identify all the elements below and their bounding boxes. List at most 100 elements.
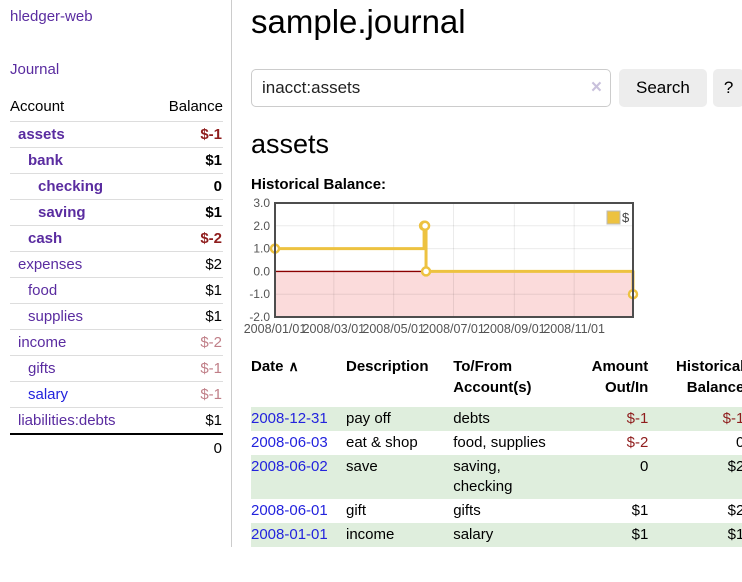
account-link[interactable]: salary	[28, 386, 69, 403]
x-tick-label: 2008/07/01	[422, 322, 485, 336]
account-row: expenses $2	[10, 251, 223, 278]
transaction-date: 2008-12-31	[251, 407, 346, 431]
account-row: assets $-1	[10, 121, 223, 148]
transaction-date: 2008-06-02	[251, 455, 346, 499]
transaction-amount: $1	[631, 502, 649, 519]
help-button[interactable]: ?	[712, 69, 742, 107]
account-row: saving $1	[10, 199, 223, 226]
transaction-row: 2008-06-02 save saving, checking 0 $2	[251, 455, 742, 499]
account-cell: food	[10, 277, 151, 304]
account-row: supplies $1	[10, 303, 223, 330]
account-balance: $1	[150, 277, 223, 304]
account-link[interactable]: expenses	[18, 256, 83, 273]
y-tick-label: 1.0	[253, 242, 270, 256]
data-point-marker	[419, 220, 431, 232]
main-content: sample.journal × Search ? assets Histori…	[232, 0, 742, 547]
account-row: income $-2	[10, 329, 223, 356]
account-link[interactable]: liabilities:debts	[18, 412, 116, 429]
transaction-date-link[interactable]: 2008-06-03	[251, 434, 328, 451]
legend-label: $	[622, 210, 630, 225]
transaction-accounts: salary	[453, 526, 494, 543]
x-tick-label: 2008/11/01	[543, 322, 605, 336]
account-cell: assets	[10, 121, 151, 148]
plot-border	[274, 202, 634, 318]
transaction-accounts: debts	[453, 410, 490, 427]
transaction-date-link[interactable]: 2008-06-02	[251, 458, 328, 475]
transaction-amount: $-1	[626, 410, 649, 427]
account-cell: cash	[10, 225, 151, 252]
transaction-description: gift	[345, 502, 366, 519]
legend-swatch	[606, 210, 621, 225]
account-link[interactable]: saving	[38, 204, 86, 221]
register-column-header[interactable]: To/From Account(s)	[453, 358, 532, 396]
account-cell: gifts	[10, 355, 151, 382]
account-balance: $2	[150, 251, 223, 278]
account-balance: $1	[150, 407, 223, 434]
accounts-total-spacer	[10, 433, 151, 462]
brand-link[interactable]: hledger-web	[10, 8, 93, 25]
sidebar: hledger-web Journal Account Balance asse…	[0, 0, 232, 547]
clear-search-icon[interactable]: ×	[590, 77, 602, 99]
account-link[interactable]: food	[28, 282, 58, 299]
chart-title: Historical Balance:	[251, 176, 387, 193]
account-cell: salary	[10, 381, 151, 408]
account-link[interactable]: cash	[28, 230, 63, 247]
account-row: cash $-2	[10, 225, 223, 252]
account-link[interactable]: supplies	[28, 308, 84, 325]
y-tick-label: 3.0	[253, 196, 270, 210]
accounts-header-account: Account	[10, 98, 65, 115]
accounts-total-value: 0	[150, 433, 223, 462]
sidebar-nav: Journal	[10, 61, 223, 79]
account-balance: $1	[150, 147, 223, 174]
transaction-date-link[interactable]: 2008-06-01	[251, 502, 328, 519]
search-button[interactable]: Search	[619, 69, 707, 107]
account-balance: $-2	[150, 225, 223, 252]
transaction-accounts: food, supplies	[453, 434, 546, 451]
hledger-web-app: hledger-web Journal Account Balance asse…	[0, 0, 742, 547]
account-row: checking 0	[10, 173, 223, 200]
journal-nav-link[interactable]: Journal	[10, 61, 60, 78]
transaction-amount: 0	[639, 458, 649, 475]
search-input[interactable]	[251, 69, 611, 107]
y-tick-label: -1.0	[249, 287, 270, 301]
data-point-marker	[420, 266, 432, 277]
transaction-date: 2008-01-01	[251, 523, 346, 547]
register-column-header[interactable]: Date ∧	[251, 358, 299, 375]
sort-asc-icon: ∧	[288, 358, 299, 374]
transaction-balance: $2	[727, 502, 742, 519]
accounts-total-row: 0	[10, 433, 223, 462]
transaction-description: pay off	[345, 410, 391, 427]
account-cell: bank	[10, 147, 151, 174]
balance-chart: $3.0 2.0 1.0 0.0 -1.0 -2.0 2008/01/01 2008/03/0…	[244, 196, 742, 341]
transaction-balance: $1	[727, 526, 742, 543]
account-balance: $-1	[150, 355, 223, 382]
account-balance: $-1	[150, 381, 223, 408]
register-column-header[interactable]: Amount Out/In	[591, 358, 649, 396]
account-link[interactable]: bank	[28, 152, 64, 169]
account-cell: liabilities:debts	[10, 407, 151, 434]
search-form: × Search ?	[251, 69, 742, 107]
transaction-row: 2008-12-31 pay off debts $-1 $-1	[251, 407, 742, 431]
account-balance: $1	[150, 199, 223, 226]
account-cell: supplies	[10, 303, 151, 330]
register-column-header[interactable]: Historical Balance	[675, 358, 742, 396]
transaction-amount: $1	[631, 526, 649, 543]
accounts-header-row: Account Balance	[10, 95, 223, 122]
account-link[interactable]: assets	[18, 126, 65, 143]
account-link[interactable]: gifts	[28, 360, 56, 377]
transaction-row: 2008-06-03 eat & shop food, supplies $-2 0	[251, 431, 742, 455]
accounts-table: Account Balance assets $-1 bank $1 checking 0…	[10, 95, 223, 462]
account-balance: $-2	[150, 329, 223, 356]
y-tick-label: -2.0	[249, 310, 270, 324]
account-link[interactable]: income	[18, 334, 67, 351]
account-link[interactable]: checking	[38, 178, 104, 195]
x-tick-label: 2008/05/01	[362, 322, 425, 336]
x-tick-label: 2008/03/01	[303, 322, 366, 336]
account-row: gifts $-1	[10, 355, 223, 382]
transaction-row: 2008-01-01 income salary $1 $1	[251, 523, 742, 547]
transaction-balance: $-1	[722, 410, 742, 427]
transaction-date-link[interactable]: 2008-12-31	[251, 410, 328, 427]
transaction-date-link[interactable]: 2008-01-01	[251, 526, 328, 543]
account-balance: $1	[150, 303, 223, 330]
register-column-header[interactable]: Description	[345, 358, 429, 375]
